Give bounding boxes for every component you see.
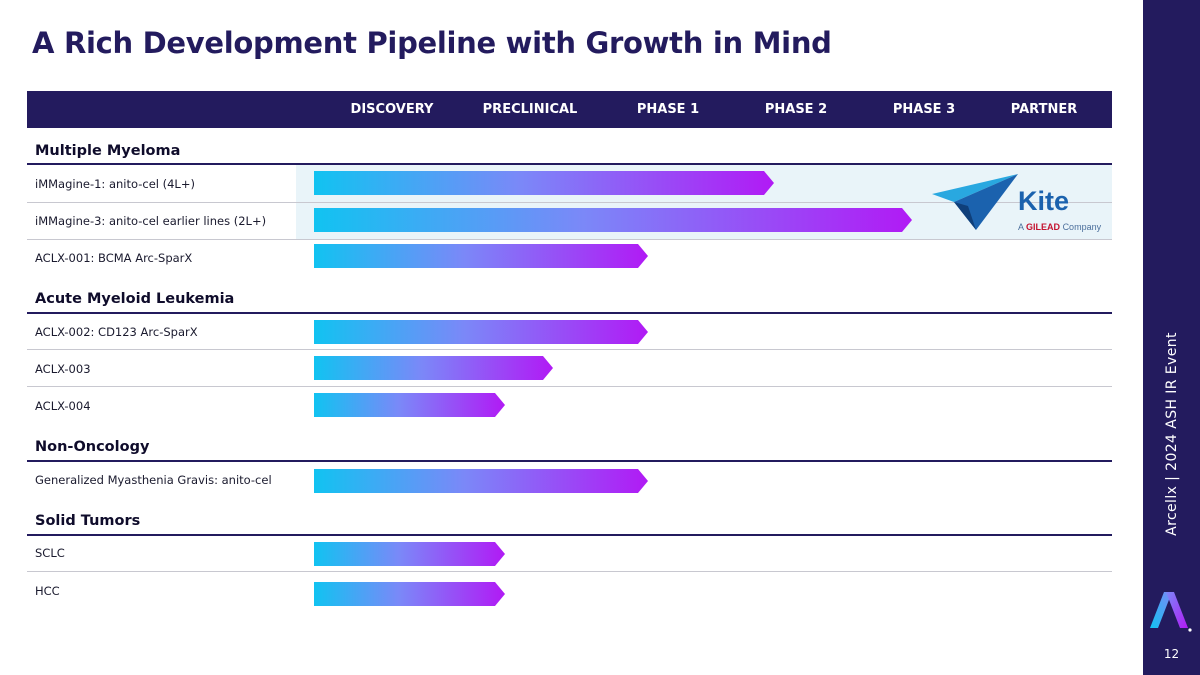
program-aclx-001: ACLX-001: BCMA Arc-SparX <box>35 251 193 265</box>
bar-immagine-1 <box>314 171 774 195</box>
program-immagine-3: iMMagine-3: anito-cel earlier lines (2L+… <box>35 214 267 228</box>
slide-title: A Rich Development Pipeline with Growth … <box>32 26 832 60</box>
phase-header-bar: DISCOVERY PRECLINICAL PHASE 1 PHASE 2 PH… <box>27 91 1112 128</box>
phase-3-header: PHASE 3 <box>892 102 956 117</box>
program-aclx-004: ACLX-004 <box>35 399 91 413</box>
bar-immagine-3 <box>314 208 912 232</box>
kite-tagline: A GILEAD Company <box>1018 222 1102 232</box>
bar-aclx-004 <box>314 393 505 417</box>
bar-aclx-003 <box>314 356 553 380</box>
bar-aclx-002 <box>314 320 648 344</box>
row-divider <box>27 386 1112 387</box>
row-divider <box>27 349 1112 350</box>
program-hcc: HCC <box>35 584 60 598</box>
category-solid-tumors: Solid Tumors <box>35 513 141 529</box>
program-aclx-003: ACLX-003 <box>35 362 91 376</box>
bar-aclx-001 <box>314 244 648 268</box>
program-aclx-002: ACLX-002: CD123 Arc-SparX <box>35 325 198 339</box>
category-divider <box>27 534 1112 536</box>
category-divider <box>27 460 1112 462</box>
partner-header: PARTNER <box>1010 102 1078 117</box>
program-immagine-1: iMMagine-1: anito-cel (4L+) <box>35 177 195 191</box>
category-multiple-myeloma: Multiple Myeloma <box>35 143 181 159</box>
kite-icon <box>932 174 1018 230</box>
program-sclc: SCLC <box>35 546 65 560</box>
row-divider <box>27 202 1112 203</box>
row-divider <box>27 239 1112 240</box>
phase-1-header: PHASE 1 <box>636 102 700 117</box>
phase-discovery-header: DISCOVERY <box>350 102 434 117</box>
right-sidebar <box>1143 0 1200 675</box>
category-aml: Acute Myeloid Leukemia <box>35 291 235 307</box>
bar-sclc <box>314 542 505 566</box>
arcellx-logo-icon <box>1150 592 1192 632</box>
page-number: 12 <box>1163 647 1180 661</box>
program-gmg-anito-cel: Generalized Myasthenia Gravis: anito-cel <box>35 473 272 487</box>
row-divider <box>27 571 1112 572</box>
kite-partner-logo: Kite A GILEAD Company <box>928 170 1102 236</box>
bar-gmg-anito-cel <box>314 469 648 493</box>
bar-hcc <box>314 582 505 606</box>
kite-wordmark: Kite <box>1018 186 1070 216</box>
category-divider <box>27 163 1112 165</box>
category-divider <box>27 312 1112 314</box>
category-non-oncology: Non-Oncology <box>35 439 150 455</box>
phase-preclinical-header: PRECLINICAL <box>482 102 578 117</box>
phase-2-header: PHASE 2 <box>764 102 828 117</box>
event-label: Arcellx | 2024 ASH IR Event <box>1164 332 1180 536</box>
